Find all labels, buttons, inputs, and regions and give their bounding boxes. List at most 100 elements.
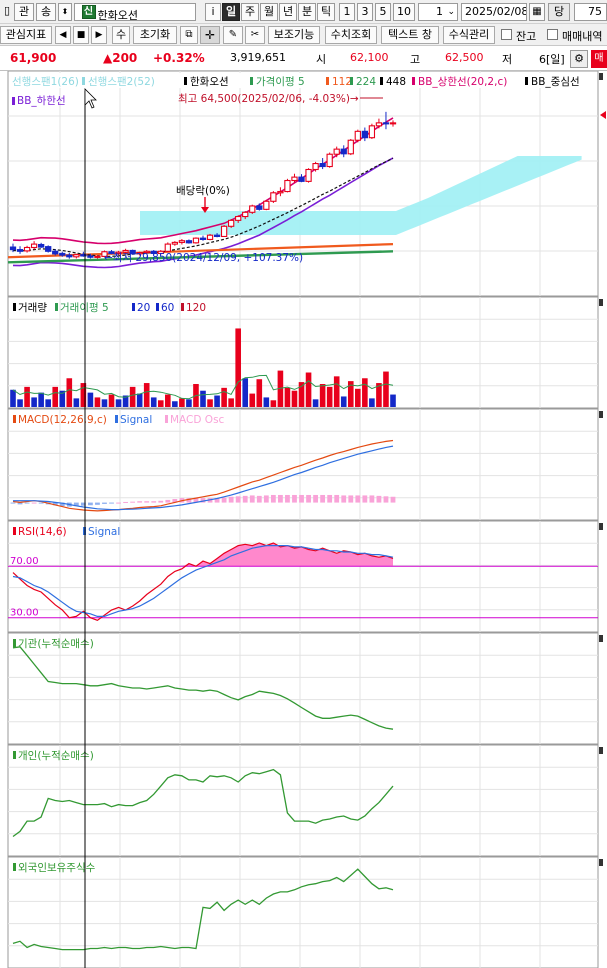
interval-3-button[interactable]: 3 — [357, 3, 373, 21]
volume-bar — [122, 395, 129, 407]
interval-5-button[interactable]: 5 — [375, 3, 391, 21]
period-tick-tab[interactable]: 틱 — [317, 3, 335, 21]
volume-bar — [38, 392, 44, 407]
candle-body — [340, 148, 347, 155]
macd-osc-bar — [123, 501, 128, 503]
formula-manage-button[interactable]: 수식관리 — [443, 26, 495, 44]
period-week-tab[interactable]: 주 — [241, 3, 259, 21]
numeric-query-button[interactable]: 수치조회 — [325, 26, 377, 44]
legend-swatch — [525, 77, 528, 85]
macd-legend-1: Signal — [120, 414, 152, 426]
macd-osc-bar — [109, 502, 114, 504]
panel-frame-foreign — [7, 856, 599, 968]
volume-bar — [150, 397, 157, 407]
legend-swatch — [115, 415, 118, 423]
legend-swatch — [156, 303, 159, 311]
volume-bar — [66, 378, 73, 407]
candle-body — [87, 255, 94, 258]
legend-swatch — [12, 97, 15, 105]
candle-body — [129, 249, 136, 255]
candle-body — [192, 237, 200, 244]
candle-body — [164, 243, 171, 252]
su-button[interactable]: 수 — [112, 26, 130, 44]
stop-icon[interactable]: ■ — [73, 26, 89, 44]
candle-body — [59, 252, 66, 256]
legend-swatch — [184, 77, 187, 85]
macd-osc-bar — [390, 496, 396, 503]
candle-body — [263, 200, 270, 210]
volume-bar — [157, 400, 164, 407]
stock-search-box[interactable]: 신 한화오션 — [74, 3, 196, 21]
candle-body — [185, 240, 193, 244]
candle-body — [108, 251, 115, 254]
count-select[interactable]: 1 ⌄ — [418, 3, 458, 21]
macd-osc-bar — [348, 495, 354, 503]
pencil-icon[interactable]: ✎ — [223, 26, 243, 44]
volume-bar — [340, 396, 347, 407]
text-window-button[interactable]: 텍스트 창 — [381, 26, 439, 44]
assist-button[interactable]: 보조기능 — [268, 26, 320, 44]
volume-bar — [94, 397, 101, 407]
watch-button[interactable]: 관 — [14, 3, 34, 21]
period-year-tab[interactable]: 년 — [279, 3, 297, 21]
period-month-tab[interactable]: 월 — [260, 3, 278, 21]
interval-1-button[interactable]: 1 — [339, 3, 355, 21]
macd-osc-bar — [200, 498, 206, 503]
volume-ma5-line — [12, 374, 394, 400]
bb-center-line — [12, 157, 394, 257]
quote-bar: 61,900 ▲200 +0.32% 3,919,651 시 62,100 고 … — [0, 47, 607, 71]
macd-osc-bar — [242, 495, 248, 503]
chart-area[interactable]: 최고 64,500(2025/02/06, -4.03%)→ ←최저 29,850… — [0, 71, 607, 968]
macd-osc-bar — [17, 502, 23, 505]
new-badge[interactable]: 신 — [81, 5, 96, 19]
move-cross-icon[interactable]: ✛ — [200, 26, 220, 44]
volume-value: 3,919,651 — [230, 51, 286, 64]
legend-item-0: 선행스팬1(26) — [12, 76, 79, 88]
reset-button[interactable]: 초기화 — [133, 26, 177, 44]
candle-body — [368, 125, 376, 139]
info-button[interactable]: i — [205, 3, 221, 21]
volume-bar — [256, 379, 263, 407]
candle-body — [298, 176, 305, 182]
macd-osc-bar — [383, 496, 389, 503]
panel-scale-marker — [599, 299, 603, 306]
high-value: 62,500 — [445, 51, 484, 64]
candle-body — [199, 237, 207, 240]
period-minute-tab[interactable]: 분 — [298, 3, 316, 21]
sell-button[interactable]: 매 — [591, 50, 607, 68]
balance-checkbox[interactable] — [501, 29, 512, 40]
volume-legend-2: 20 — [137, 302, 150, 314]
volume-legend-1: 거래이평 5 — [60, 302, 109, 314]
trades-checkbox[interactable] — [547, 29, 558, 40]
open-label: 시 — [316, 53, 327, 66]
current-button[interactable]: 당 — [548, 3, 570, 21]
volume-bar — [179, 398, 185, 407]
legend-item-2: 한화오션 — [190, 76, 229, 88]
date-field[interactable]: 2025/02/08 — [461, 3, 527, 21]
volume-bar — [108, 394, 115, 407]
volume-bar — [347, 381, 354, 407]
candle-body — [361, 130, 369, 139]
zoom-field[interactable]: 75 — [574, 3, 607, 21]
legend-swatch — [250, 77, 253, 85]
legend-swatch — [165, 415, 168, 423]
prev-icon[interactable]: ◀ — [55, 26, 71, 44]
candle-body — [143, 250, 150, 254]
legend-item-7: BB_상한선(20,2,c) — [418, 76, 507, 88]
retail-flow-line — [12, 768, 394, 838]
interval-10-button[interactable]: 10 — [393, 3, 415, 21]
interest-indicator-button[interactable]: 관심지표 — [0, 26, 52, 44]
legend-background — [9, 73, 597, 88]
calendar-icon[interactable]: ▦ — [529, 3, 545, 21]
ichimoku-cloud — [140, 156, 582, 235]
volume-bar — [362, 378, 368, 407]
candle-body — [37, 243, 45, 248]
next-icon[interactable]: ▶ — [91, 26, 107, 44]
sort-button[interactable]: 송 — [36, 3, 56, 21]
period-day-tab[interactable]: 일 — [222, 3, 240, 21]
updown-spinner[interactable]: ⬍ — [58, 3, 72, 21]
settings-gear-icon[interactable]: ⚙ — [570, 50, 588, 68]
copy-icon[interactable]: ⧉ — [180, 26, 198, 44]
scissors-icon[interactable]: ✂ — [245, 26, 265, 44]
volume-bar — [73, 398, 80, 407]
